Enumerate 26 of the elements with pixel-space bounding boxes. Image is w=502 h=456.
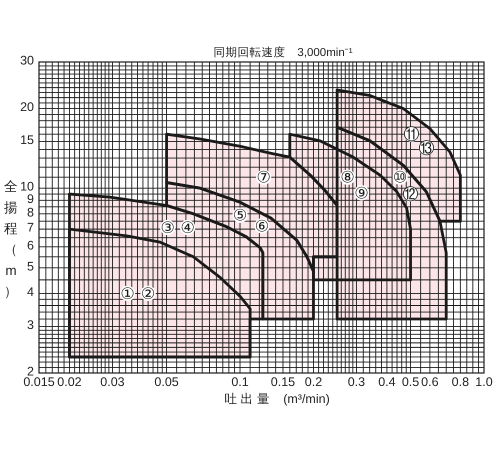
y-tick-label: 20 [20, 100, 34, 114]
x-tick-label: 0.15 [270, 375, 296, 389]
x-tick-label: 0.4 [378, 375, 396, 389]
x-tick-label: 0.2 [304, 375, 322, 389]
y-tick-label: 8 [27, 205, 34, 220]
y-tick-label: 5 [27, 259, 34, 274]
x-tick-label: 0.6 [421, 375, 439, 389]
x-tick-label: 1.0 [475, 375, 493, 389]
y-tick-label: 15 [20, 133, 34, 148]
y-tick-label: 30 [20, 54, 34, 68]
x-axis-title: 吐 出 量 (m³/min) [224, 392, 330, 406]
y-tick-label: 7 [27, 220, 34, 235]
y-tick-label: 6 [27, 238, 34, 252]
x-tick-label: 0.02 [57, 375, 82, 389]
chart-title: 同期回転速度 3,000min⁻¹ [213, 45, 353, 59]
x-tick-label: 0.8 [452, 375, 470, 389]
x-tick-label: 0.1 [231, 375, 249, 389]
x-tick-label: 0.03 [100, 375, 125, 389]
x-tick-label: 0.05 [154, 375, 179, 389]
y-axis-title: 全揚程（m） [4, 178, 18, 298]
x-tick-label: 0.3 [348, 375, 366, 389]
x-tick-label: 0.5 [402, 375, 420, 389]
y-tick-label: 3 [27, 318, 34, 332]
y-tick-label: 9 [27, 192, 34, 206]
y-tick-label: 10 [20, 180, 34, 194]
y-tick-label: 4 [27, 284, 34, 299]
